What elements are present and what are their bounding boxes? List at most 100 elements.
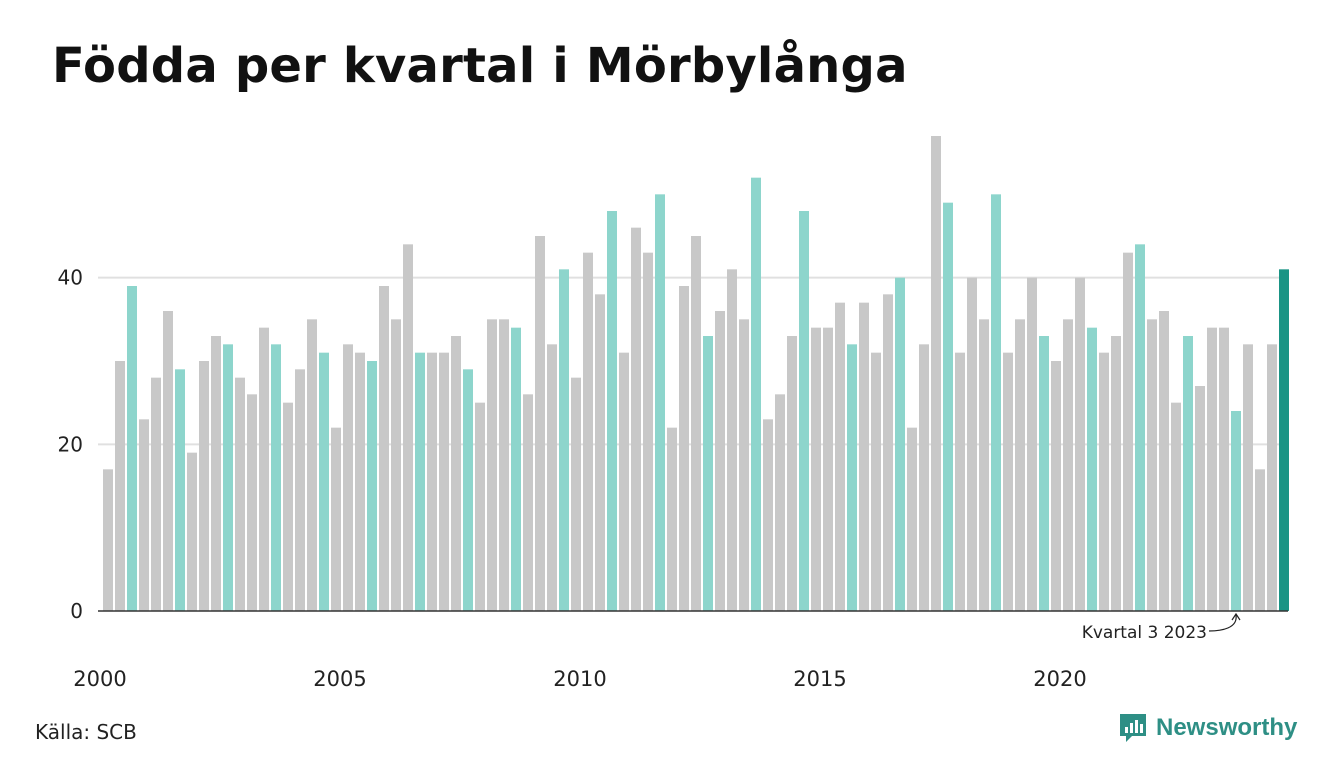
bar (1051, 361, 1061, 611)
bar (787, 336, 797, 611)
bar (187, 452, 197, 611)
bar (499, 319, 509, 611)
bar (211, 336, 221, 611)
bar (331, 427, 341, 611)
y-tick-label: 20 (58, 432, 83, 456)
source-label: Källa: SCB (35, 720, 137, 744)
brand-name: Newsworthy (1156, 714, 1298, 741)
bar (979, 319, 989, 611)
bar (775, 394, 785, 611)
bar (1027, 277, 1037, 611)
bar (799, 211, 809, 611)
bar (343, 344, 353, 611)
bar (235, 377, 245, 611)
bar (487, 319, 497, 611)
bar (463, 369, 473, 611)
x-tick-label: 2005 (313, 667, 366, 691)
bar (1099, 352, 1109, 611)
x-tick-label: 2015 (793, 667, 846, 691)
bar (1195, 386, 1205, 611)
bar (619, 352, 629, 611)
bar (883, 294, 893, 611)
bar (847, 344, 857, 611)
bar (475, 402, 485, 611)
y-axis-ticks: 0 20 40 (58, 266, 83, 623)
bar (1183, 336, 1193, 611)
bar (871, 352, 881, 611)
bar (151, 377, 161, 611)
bar (859, 302, 869, 611)
bar (1135, 244, 1145, 611)
bar (631, 227, 641, 612)
bar (1231, 411, 1241, 611)
brand-logo: Newsworthy (1118, 712, 1297, 744)
bar (163, 311, 173, 611)
x-axis-ticks: 2000 2005 2010 2015 2020 (73, 667, 1086, 691)
bar (199, 361, 209, 611)
bar (511, 327, 521, 611)
y-tick-label: 0 (70, 599, 83, 623)
bar (751, 177, 761, 612)
annotation-arrowhead (1231, 612, 1241, 621)
bar (811, 327, 821, 611)
bar (547, 344, 557, 611)
bar (535, 236, 545, 611)
bar (1003, 352, 1013, 611)
bar (1279, 269, 1289, 611)
bar (1123, 252, 1133, 612)
bar (595, 294, 605, 611)
chart-title: Födda per kvartal i Mörbylånga (52, 38, 908, 94)
bar (391, 319, 401, 611)
bar (943, 202, 953, 612)
bar (895, 277, 905, 611)
bar (415, 352, 425, 611)
bar (259, 327, 269, 611)
bar (715, 311, 725, 611)
bar (703, 336, 713, 611)
bar (427, 352, 437, 611)
bar (991, 194, 1001, 611)
bar (967, 277, 977, 611)
bar (907, 427, 917, 611)
bars (103, 136, 1289, 612)
bar (1111, 336, 1121, 611)
bar (379, 286, 389, 611)
bar (439, 352, 449, 611)
bar (931, 136, 941, 611)
bar (1219, 327, 1229, 611)
bar (139, 419, 149, 611)
bar (319, 352, 329, 611)
bar (835, 302, 845, 611)
x-tick-label: 2010 (553, 667, 606, 691)
bar (115, 361, 125, 611)
bar (1075, 277, 1085, 611)
bar (1171, 402, 1181, 611)
bar (1243, 344, 1253, 611)
bar (643, 252, 653, 612)
bar (559, 269, 569, 611)
bar (295, 369, 305, 611)
bar (655, 194, 665, 611)
bar (403, 244, 413, 611)
bar (307, 319, 317, 611)
bar (355, 352, 365, 611)
annotation-label: Kvartal 3 2023 (1082, 623, 1207, 643)
bar (1087, 327, 1097, 611)
bar (571, 377, 581, 611)
bar (523, 394, 533, 611)
bar (451, 336, 461, 611)
bar (1015, 319, 1025, 611)
newsworthy-logo-icon (1120, 714, 1146, 742)
bar (919, 344, 929, 611)
bar (955, 352, 965, 611)
bar (607, 211, 617, 611)
bar (823, 327, 833, 611)
bar (103, 469, 113, 611)
annotation: Kvartal 3 2023 (1082, 612, 1241, 643)
y-tick-label: 40 (58, 266, 83, 290)
bar (223, 344, 233, 611)
x-tick-label: 2020 (1033, 667, 1086, 691)
bar (247, 394, 257, 611)
bar (1159, 311, 1169, 611)
bar (1063, 319, 1073, 611)
